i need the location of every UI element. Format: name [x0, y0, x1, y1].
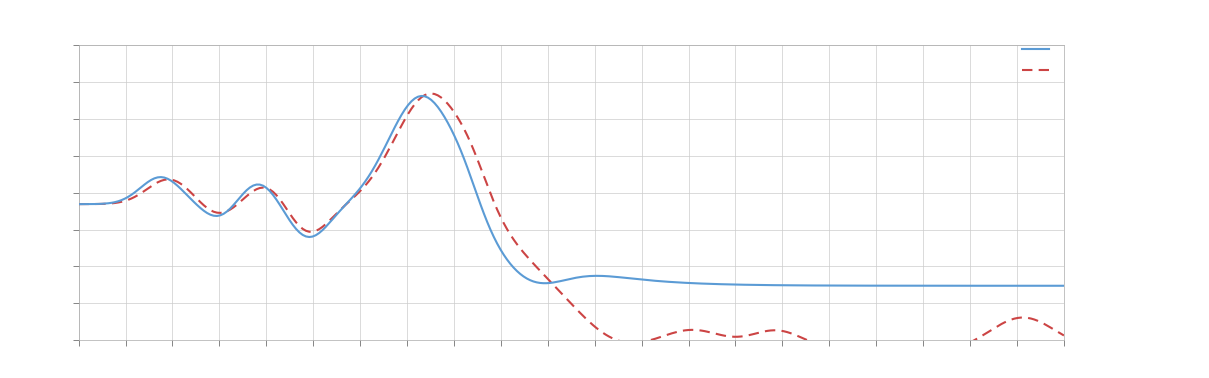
Legend: , : , [1022, 45, 1058, 76]
